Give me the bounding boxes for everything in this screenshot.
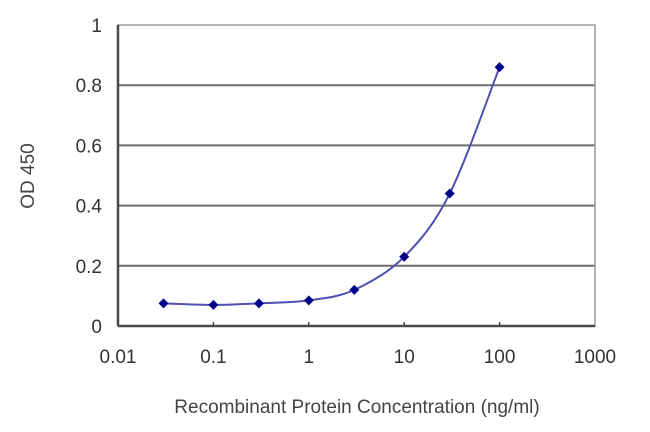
data-point-marker xyxy=(349,284,360,295)
x-tick-label: 1000 xyxy=(574,347,616,368)
x-tick-label: 10 xyxy=(394,347,415,368)
x-axis-ticks: 0.01 0.1 1 10 100 1000 xyxy=(100,322,616,368)
y-tick-label: 0 xyxy=(91,317,102,338)
plot-frame xyxy=(116,24,596,328)
x-axis-title: Recombinant Protein Concentration (ng/ml… xyxy=(174,397,539,418)
x-tick-label: 0.01 xyxy=(100,347,137,368)
data-point-marker xyxy=(303,295,314,306)
x-tick-label: 0.1 xyxy=(200,347,226,368)
y-tick-label: 0.8 xyxy=(76,76,102,97)
y-tick-label: 0.4 xyxy=(76,197,103,218)
grid-lines xyxy=(118,84,595,267)
data-point-marker xyxy=(253,298,264,309)
series-line xyxy=(163,66,501,306)
data-point-marker xyxy=(444,188,455,199)
x-tick-label: 1 xyxy=(304,347,315,368)
data-point-marker xyxy=(208,299,219,310)
y-axis-title: OD 450 xyxy=(18,143,39,208)
data-series xyxy=(158,62,505,310)
y-tick-label: 0.6 xyxy=(76,136,102,157)
x-tick-label: 100 xyxy=(484,347,516,368)
y-tick-label: 0.2 xyxy=(76,257,102,278)
data-point-marker xyxy=(399,251,410,262)
data-point-marker xyxy=(158,298,169,309)
data-point-marker xyxy=(494,62,505,73)
y-tick-label: 1 xyxy=(91,16,102,37)
y-axis-ticks: 0 0.2 0.4 0.6 0.8 1 xyxy=(76,16,103,338)
